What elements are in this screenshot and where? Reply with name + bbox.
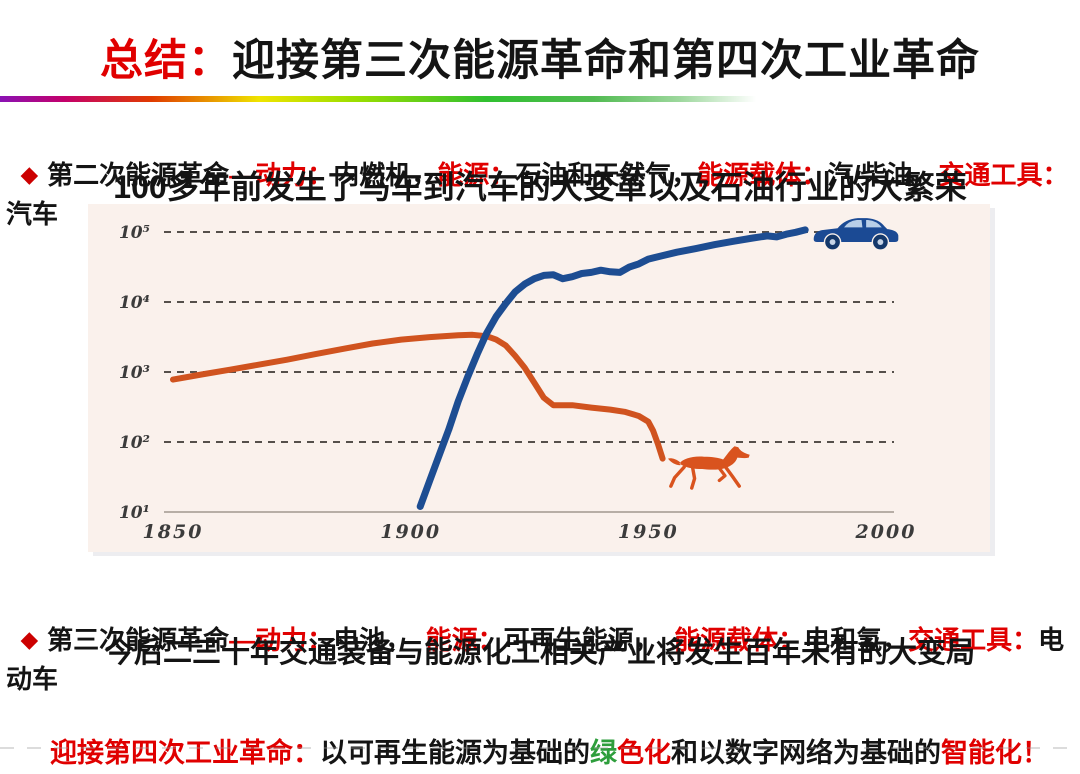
x-tick-label: 2000	[855, 521, 917, 543]
footer-seg: 和以数字网络为基础的	[671, 738, 942, 768]
horses-carriages-line	[170, 331, 666, 462]
bullet1-seg: 汽/柴油，	[827, 160, 939, 190]
footer-seg: 色化	[617, 738, 672, 768]
bullet2-seg: 能源：	[425, 625, 504, 655]
bullet1-seg: —动力：	[229, 160, 334, 190]
footer-fourth-industrial-revolution: 迎接第四次工业革命：以可再生能源为基础的绿色化和以数字网络为基础的智能化！	[35, 700, 1065, 770]
footer-seg: 智能化！	[941, 738, 1050, 768]
slide-title-prefix: 总结：	[100, 37, 232, 85]
footer-seg: 以可再生能源为基础的	[320, 738, 591, 768]
bullet1-seg: 能源：	[437, 160, 516, 190]
automobiles-line	[416, 226, 809, 510]
bullet-energy-revolution-3: ◆ 第三次能源革命—动力：电池， 能源：可再生能源， 能源载体：电和氢，交通工具：…	[6, 583, 1076, 698]
subtitle-horse-to-car: 100多年前发生了马车到汽车的大变革以及石油行业的大繁荣	[113, 169, 967, 205]
footer-seg: 绿	[590, 738, 618, 768]
x-tick-label: 1900	[380, 521, 441, 543]
y-tick-label: 10⁴	[119, 293, 150, 313]
bullet2-seg: 电和氢，	[804, 625, 909, 655]
y-tick-label: 10²	[119, 433, 150, 453]
horses-vs-cars-chart: 10⁵ 10⁴ 10³ 10² 10¹ 1850 1900 1950 2000	[88, 204, 990, 552]
y-tick-label: 10¹	[119, 503, 150, 523]
bullet1-seg: 第二次能源革命	[47, 160, 230, 190]
bullet1-seg: 汽车	[6, 199, 59, 229]
bullet1-seg: 内燃机，	[333, 160, 438, 190]
bullet2-seg: —动力：	[229, 625, 334, 655]
y-tick-label: 10³	[119, 363, 150, 383]
slide-title-main: 迎接第三次能源革命和第四次工业革命	[232, 37, 980, 85]
footer-seg: 迎接第四次工业革命：	[50, 738, 321, 768]
bullet2-seg: 可再生能源，	[503, 625, 675, 655]
bullet-energy-revolution-2: ◆ 第二次能源革命—动力：内燃机，能源：石油和天然气，能源载体：汽/柴油，交通工具…	[6, 118, 1076, 233]
bullet1-seg: 能源载体：	[697, 160, 828, 190]
x-tick-label: 1950	[618, 521, 679, 543]
diamond-bullet-icon: ◆	[20, 626, 39, 652]
bullet2-seg: 能源载体：	[674, 625, 805, 655]
bullet2-seg: 电动车	[6, 625, 1065, 694]
x-tick-label: 1850	[143, 521, 204, 543]
car-icon	[813, 218, 899, 250]
diamond-bullet-icon: ◆	[20, 161, 39, 187]
bullet2-seg: 交通工具：	[908, 625, 1039, 655]
bullet1-seg: 石油和天然气，	[515, 160, 698, 190]
horse-icon	[668, 446, 750, 490]
slide-title: 总结：迎接第三次能源革命和第四次工业革命	[0, 26, 1080, 88]
bullet1-seg: 交通工具：	[938, 160, 1069, 190]
y-tick-label: 10⁵	[119, 223, 150, 243]
subtitle-next-decades: 今后二三十年交通装备与能源化工相关产业将发生百年未有的大变局	[104, 637, 975, 669]
bullet2-seg: 第三次能源革命	[47, 625, 230, 655]
bullet2-seg: 电池，	[333, 625, 426, 655]
rainbow-divider	[0, 96, 1080, 102]
bottom-artifact-line	[0, 747, 1080, 749]
